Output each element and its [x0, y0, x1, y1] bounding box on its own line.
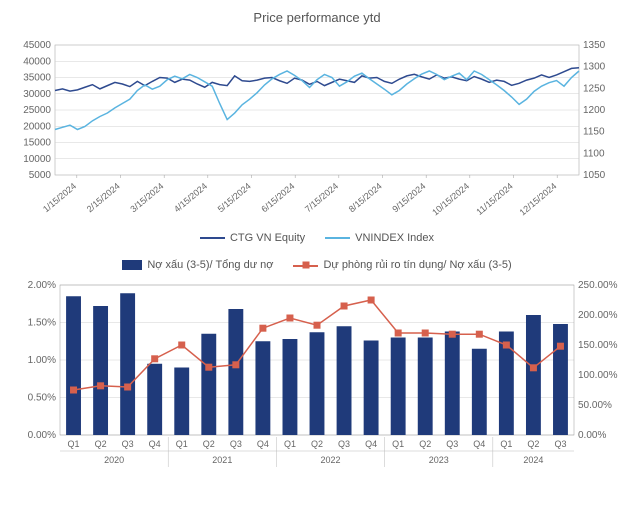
- npl-chart: Nợ xấu (3-5)/ Tổng dư nợ Dự phòng rủi ro …: [10, 259, 624, 490]
- legend-item: Nợ xấu (3-5)/ Tổng dư nợ: [122, 259, 273, 271]
- line-chart-svg: 5000 10000 15000 20000 25000 30000 35000 40000 4…: [10, 30, 624, 230]
- legend-swatch: [325, 237, 350, 239]
- svg-text:1100: 1100: [583, 148, 605, 159]
- svg-text:7/15/2024: 7/15/2024: [303, 181, 340, 214]
- svg-text:Q3: Q3: [338, 439, 350, 449]
- svg-text:0.00%: 0.00%: [28, 430, 56, 441]
- svg-text:Q1: Q1: [68, 439, 80, 449]
- legend-label: VNINDEX Index: [355, 232, 434, 244]
- svg-text:Q1: Q1: [176, 439, 188, 449]
- svg-text:4/15/2024: 4/15/2024: [172, 181, 209, 214]
- svg-text:Q2: Q2: [527, 439, 539, 449]
- svg-text:11/15/2024: 11/15/2024: [474, 181, 514, 217]
- svg-text:Q1: Q1: [284, 439, 296, 449]
- svg-text:Q3: Q3: [122, 439, 134, 449]
- svg-text:Q4: Q4: [149, 439, 161, 449]
- svg-text:Q3: Q3: [554, 439, 566, 449]
- svg-text:Q3: Q3: [230, 439, 242, 449]
- svg-text:50.00%: 50.00%: [578, 400, 612, 411]
- svg-text:5/15/2024: 5/15/2024: [216, 181, 253, 214]
- svg-text:0.00%: 0.00%: [578, 430, 606, 441]
- svg-text:Q1: Q1: [392, 439, 404, 449]
- svg-text:2024: 2024: [523, 455, 543, 465]
- svg-text:1150: 1150: [583, 127, 605, 138]
- svg-text:9/15/2024: 9/15/2024: [390, 181, 427, 214]
- svg-text:10/15/2024: 10/15/2024: [430, 181, 471, 218]
- svg-text:Q1: Q1: [500, 439, 512, 449]
- legend-label: Nợ xấu (3-5)/ Tổng dư nợ: [147, 259, 273, 271]
- legend-label: Dự phòng rủi ro tín dụng/ Nợ xấu (3-5): [323, 259, 511, 271]
- svg-text:150.00%: 150.00%: [578, 340, 618, 351]
- svg-text:1.00%: 1.00%: [28, 355, 56, 366]
- legend-swatch: [200, 237, 225, 239]
- legend-item: VNINDEX Index: [325, 232, 434, 244]
- svg-text:35000: 35000: [23, 73, 51, 84]
- svg-text:100.00%: 100.00%: [578, 370, 618, 381]
- svg-text:Q4: Q4: [473, 439, 485, 449]
- svg-text:200.00%: 200.00%: [578, 310, 618, 321]
- svg-text:2022: 2022: [321, 455, 341, 465]
- svg-text:45000: 45000: [23, 40, 51, 51]
- legend-swatch: [122, 260, 142, 270]
- svg-text:20000: 20000: [23, 121, 51, 132]
- svg-text:3/15/2024: 3/15/2024: [128, 181, 165, 214]
- svg-text:0.50%: 0.50%: [28, 393, 56, 404]
- svg-text:Q3: Q3: [446, 439, 458, 449]
- svg-text:Q2: Q2: [203, 439, 215, 449]
- chart-title: Price performance ytd: [10, 10, 624, 25]
- svg-text:Q4: Q4: [365, 439, 377, 449]
- svg-text:2021: 2021: [212, 455, 232, 465]
- svg-text:12/15/2024: 12/15/2024: [518, 181, 559, 218]
- svg-text:1350: 1350: [583, 40, 606, 51]
- svg-text:40000: 40000: [23, 56, 51, 67]
- svg-text:1050: 1050: [583, 170, 606, 181]
- chart2-legend: Nợ xấu (3-5)/ Tổng dư nợ Dự phòng rủi ro …: [10, 259, 624, 271]
- svg-text:1/15/2024: 1/15/2024: [41, 181, 78, 214]
- svg-text:30000: 30000: [23, 89, 51, 100]
- svg-text:1300: 1300: [583, 62, 606, 73]
- svg-text:15000: 15000: [23, 138, 51, 149]
- legend-item: Dự phòng rủi ro tín dụng/ Nợ xấu (3-5): [293, 259, 511, 271]
- svg-text:2023: 2023: [429, 455, 449, 465]
- svg-text:Q4: Q4: [257, 439, 269, 449]
- chart1-legend: CTG VN Equity VNINDEX Index: [10, 232, 624, 244]
- legend-swatch: [293, 260, 318, 270]
- svg-text:1200: 1200: [583, 105, 606, 116]
- svg-text:8/15/2024: 8/15/2024: [347, 181, 384, 214]
- svg-text:2020: 2020: [104, 455, 124, 465]
- svg-text:1250: 1250: [583, 83, 606, 94]
- svg-text:10000: 10000: [23, 154, 51, 165]
- svg-text:6/15/2024: 6/15/2024: [259, 181, 296, 214]
- svg-text:5000: 5000: [29, 170, 52, 181]
- legend-label: CTG VN Equity: [230, 232, 305, 244]
- svg-text:250.00%: 250.00%: [578, 280, 618, 291]
- svg-text:Q2: Q2: [311, 439, 323, 449]
- bar-line-chart-svg: 0.00% 0.50% 1.00% 1.50% 2.00% 0.00% 50.00% 100.…: [10, 275, 624, 490]
- svg-text:2.00%: 2.00%: [28, 280, 56, 291]
- svg-text:Q2: Q2: [95, 439, 107, 449]
- svg-text:25000: 25000: [23, 105, 51, 116]
- svg-text:Q2: Q2: [419, 439, 431, 449]
- svg-text:2/15/2024: 2/15/2024: [85, 181, 122, 214]
- svg-text:1.50%: 1.50%: [28, 318, 56, 329]
- legend-item: CTG VN Equity: [200, 232, 305, 244]
- price-performance-chart: Price performance ytd 5000 10000 15000 2000…: [10, 10, 624, 244]
